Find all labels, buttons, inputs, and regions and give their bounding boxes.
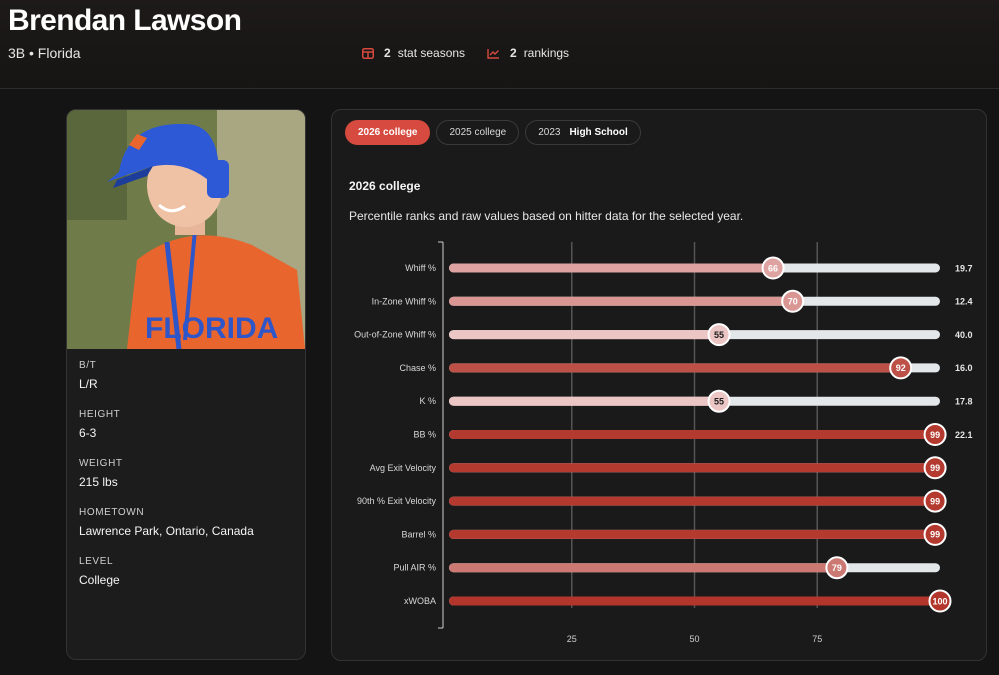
percentile-value: 99 — [930, 463, 940, 473]
player-position-team: 3B • Florida — [8, 45, 81, 61]
bt-label: B/T — [79, 360, 97, 371]
level-value: College — [79, 573, 120, 587]
bar-fill — [449, 330, 720, 340]
percentile-marker — [923, 456, 947, 480]
height-label: HEIGHT — [79, 409, 121, 420]
season-tabs: 2026 college 2025 college 2023 High Scho… — [345, 120, 641, 145]
weight-label: WEIGHT — [79, 458, 123, 469]
section-title: 2026 college — [349, 179, 421, 193]
page-header: Brendan Lawson 3B • Florida 2 stat seaso… — [0, 0, 999, 89]
raw-value: 16.0 — [955, 363, 973, 373]
category-label: Avg Exit Velocity — [370, 463, 437, 473]
bar-fill — [449, 296, 793, 306]
raw-value: 17.8 — [955, 397, 973, 407]
category-label: BB % — [413, 430, 436, 440]
bar-fill — [449, 396, 720, 406]
profile-info: B/T L/R HEIGHT 6-3 WEIGHT 215 lbs HOMETO… — [79, 360, 254, 605]
percentile-value: 66 — [768, 263, 778, 273]
percentile-marker — [923, 522, 947, 546]
category-label: In-Zone Whiff % — [372, 296, 436, 306]
percentile-value: 55 — [714, 330, 724, 340]
raw-value: 19.7 — [955, 263, 973, 273]
x-tick-label-75: 75 — [812, 634, 822, 644]
hometown-value: Lawrence Park, Ontario, Canada — [79, 524, 254, 538]
bar-fill — [449, 363, 901, 373]
category-label: Out-of-Zone Whiff % — [354, 330, 436, 340]
jersey-lettering: FLORIDA — [145, 312, 278, 345]
percentile-value: 92 — [896, 363, 906, 373]
stat-seasons-label: stat seasons — [397, 46, 466, 60]
x-tick-label-50: 50 — [689, 634, 699, 644]
tab-2025-college[interactable]: 2025 college — [436, 120, 520, 145]
player-name: Brendan Lawson — [8, 4, 242, 37]
bar-fill — [449, 529, 936, 539]
percentile-value: 79 — [832, 563, 842, 573]
percentile-value: 99 — [930, 430, 940, 440]
tab-2025-college-label: 2025 college — [449, 127, 507, 138]
percentile-marker — [928, 589, 952, 613]
stat-seasons-count: 2 — [384, 46, 391, 60]
tab-2023-label: 2023 — [538, 127, 561, 138]
rankings-summary[interactable]: 2 rankings — [487, 46, 569, 60]
percentile-marker — [889, 356, 913, 380]
category-label: K % — [419, 396, 436, 406]
percentile-value: 99 — [930, 530, 940, 540]
percentile-marker — [825, 556, 849, 580]
bar-fill — [449, 596, 940, 606]
rankings-count: 2 — [510, 46, 517, 60]
weight-value: 215 lbs — [79, 475, 118, 489]
bar-fill — [449, 563, 837, 573]
trend-icon — [487, 48, 499, 59]
tab-2023-high-school[interactable]: 2023 High School — [525, 120, 641, 145]
percentile-marker — [707, 323, 731, 347]
player-photo-illustration: FLORIDA — [67, 110, 305, 349]
tab-2023-level: High School — [569, 127, 628, 138]
raw-value: 40.0 — [955, 330, 973, 340]
raw-value: 12.4 — [955, 297, 973, 307]
level-label: LEVEL — [79, 556, 114, 567]
category-label: Whiff % — [405, 263, 436, 273]
bar-fill — [449, 430, 936, 439]
percentile-chart: 25 50 75 Whiff % 66 19.7 In-Zone Whiff % 70 12.4… — [354, 241, 973, 644]
category-label: 90th % Exit Velocity — [357, 496, 437, 506]
percentile-marker — [761, 256, 785, 280]
bt-value: L/R — [79, 377, 98, 391]
percentile-value: 99 — [930, 496, 940, 506]
raw-value: 22.1 — [955, 430, 973, 440]
bar-fill — [449, 263, 774, 273]
percentile-value: 70 — [788, 297, 798, 307]
category-label: Pull AIR % — [393, 563, 436, 573]
tab-2026-college-label: 2026 college — [358, 127, 418, 138]
rankings-label: rankings — [523, 46, 570, 60]
percentile-marker — [781, 289, 805, 313]
player-photo: FLORIDA — [67, 110, 305, 349]
table-icon — [362, 47, 374, 59]
percentile-marker — [923, 489, 947, 513]
percentile-marker — [707, 389, 731, 413]
x-tick-label-25: 25 — [567, 634, 577, 644]
profile-card: FLORIDA B/T L/R HEIGHT 6-3 WEIGHT 215 lb… — [66, 109, 306, 660]
tab-2026-college[interactable]: 2026 college — [345, 120, 431, 145]
stat-seasons-summary[interactable]: 2 stat seasons — [362, 46, 465, 60]
category-label: Barrel % — [401, 529, 436, 539]
bar-fill — [449, 496, 936, 506]
bar-fill — [449, 463, 936, 473]
section-description: Percentile ranks and raw values based on… — [349, 209, 744, 223]
percentile-value: 55 — [714, 397, 724, 407]
percentile-value: 100 — [932, 596, 947, 606]
percentile-card: 2026 college 2025 college 2023 High Scho… — [331, 109, 987, 661]
height-value: 6-3 — [79, 426, 97, 440]
percentile-marker — [923, 423, 947, 446]
hometown-label: HOMETOWN — [79, 507, 145, 518]
category-label: Chase % — [399, 363, 436, 373]
category-label: xWOBA — [404, 596, 436, 606]
